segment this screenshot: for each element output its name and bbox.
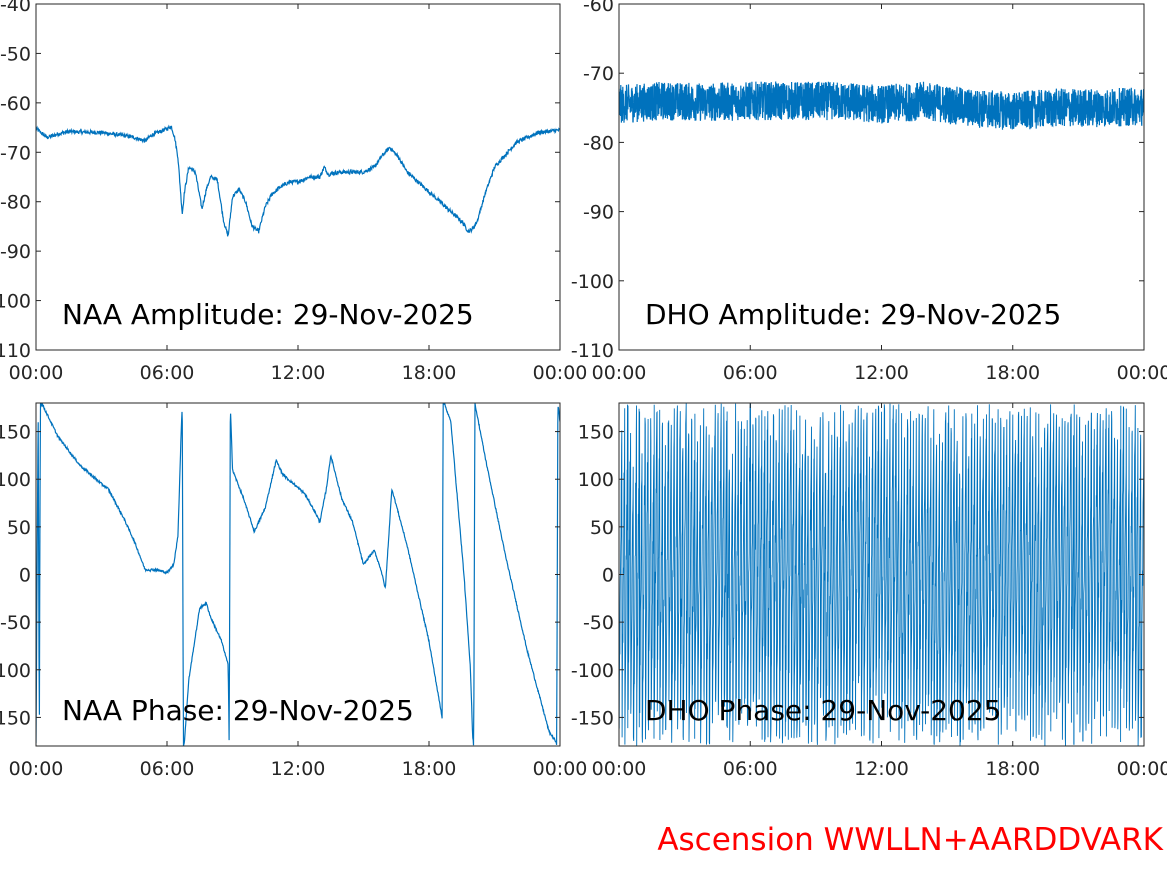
naa-phase-ytick-label: 0 (19, 565, 31, 587)
naa-amplitude-title: NAA Amplitude: 29-Nov-2025 (62, 298, 474, 331)
dho-amplitude-ytick-label: -90 (583, 202, 614, 224)
naa-amplitude-ytick-label: -50 (0, 43, 31, 65)
naa-phase-ytick-label: -50 (0, 612, 31, 634)
dho-phase-panel: -150 -100 -50 0 50 100 150 00:00 06:00 12:00 18:00… (571, 402, 1167, 780)
naa-amplitude-ytick-label: -80 (0, 192, 31, 214)
dho-amplitude-title: DHO Amplitude: 29-Nov-2025 (645, 298, 1061, 331)
dho-phase-ytick-label: 50 (590, 517, 614, 539)
dho-phase-ytick-label: -150 (571, 707, 614, 729)
naa-phase-title: NAA Phase: 29-Nov-2025 (62, 694, 414, 727)
naa-phase-ytick-label: 50 (7, 517, 31, 539)
dho-amplitude-ytick-label: -60 (583, 0, 614, 16)
dho-phase-ytick-label: 150 (578, 422, 614, 444)
naa-phase-xtick-label: 12:00 (271, 758, 326, 780)
naa-phase-xtick-label: 00:00 (533, 758, 588, 780)
naa-amplitude-xtick-label: 00:00 (533, 362, 588, 384)
naa-phase-xtick-label: 18:00 (402, 758, 457, 780)
dho-phase-title: DHO Phase: 29-Nov-2025 (645, 694, 1001, 727)
dho-phase-ytick-label: -50 (583, 612, 614, 634)
naa-phase-xtick-label: 06:00 (140, 758, 195, 780)
dho-phase-xtick-label: 12:00 (854, 758, 909, 780)
dho-phase-ytick-label: -100 (571, 660, 614, 682)
naa-amplitude-ytick-label: -40 (0, 0, 31, 16)
naa-phase-series-line (36, 403, 560, 746)
naa-phase-panel: -150 -100 -50 0 50 100 150 00:00 06:00 12:00 18:00… (0, 402, 588, 780)
dho-phase-ytick-label: 100 (578, 469, 614, 491)
naa-amplitude-ytick-label: -60 (0, 93, 31, 115)
dho-amplitude-panel: -110 -100 -90 -80 -70 -60 00:00 06:00 12:00 18:00… (571, 0, 1167, 384)
dho-phase-xtick-label: 00:00 (1117, 758, 1167, 780)
naa-amplitude-ytick-label: -100 (0, 291, 31, 313)
dho-amplitude-xtick-label: 00:00 (592, 362, 647, 384)
dho-amplitude-ytick-label: -100 (571, 271, 614, 293)
naa-phase-xtick-label: 00:00 (9, 758, 64, 780)
naa-amplitude-ytick-label: -90 (0, 241, 31, 263)
naa-phase-ytick-label: 100 (0, 469, 31, 491)
naa-amplitude-ytick-label: -110 (0, 340, 31, 362)
dho-amplitude-ytick-label: -70 (583, 63, 614, 85)
dho-amplitude-xtick-label: 18:00 (985, 362, 1040, 384)
dho-amplitude-ytick-label: -110 (571, 340, 614, 362)
naa-amplitude-xtick-label: 00:00 (9, 362, 64, 384)
footer-label: Ascension WWLLN+AARDDVARK (657, 822, 1163, 858)
naa-amplitude-xtick-label: 06:00 (140, 362, 195, 384)
naa-phase-ytick-label: -150 (0, 707, 31, 729)
dho-phase-xtick-label: 18:00 (985, 758, 1040, 780)
naa-amplitude-series-line (36, 124, 560, 237)
naa-amplitude-panel: -110 -100 -90 -80 -70 -60 -50 -40 00:00 06:00 12:0… (0, 0, 587, 384)
naa-phase-ytick-label: -100 (0, 660, 31, 682)
dho-phase-ytick-label: 0 (602, 565, 614, 587)
dho-amplitude-series-line (619, 81, 1144, 130)
dho-amplitude-xtick-label: 06:00 (723, 362, 778, 384)
dho-phase-xtick-label: 06:00 (723, 758, 778, 780)
dho-amplitude-xtick-label: 12:00 (854, 362, 909, 384)
dho-amplitude-ytick-label: -80 (583, 132, 614, 154)
naa-amplitude-ytick-label: -70 (0, 142, 31, 164)
naa-phase-ytick-label: 150 (0, 422, 31, 444)
dho-phase-xtick-label: 00:00 (592, 758, 647, 780)
dho-amplitude-xtick-label: 00:00 (1117, 362, 1167, 384)
dho-phase-series-line (619, 403, 1144, 746)
naa-amplitude-xtick-label: 12:00 (271, 362, 326, 384)
naa-amplitude-xtick-label: 18:00 (402, 362, 457, 384)
